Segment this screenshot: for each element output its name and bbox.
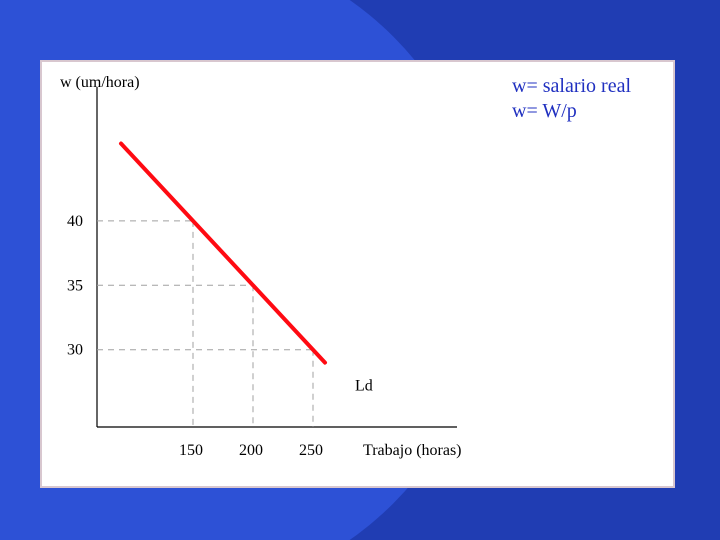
svg-text:w= salario real: w= salario real	[512, 75, 631, 97]
chart-panel: 30 35 40 150 200 250 Ld w (um/hora) Trabajo (hor…	[40, 60, 675, 488]
labor-demand-chart: 30 35 40 150 200 250 Ld w (um/hora) Trabajo (hor…	[42, 62, 673, 486]
svg-text:30: 30	[67, 342, 83, 359]
svg-text:35: 35	[67, 277, 83, 294]
svg-text:w= W/p: w= W/p	[512, 100, 577, 122]
svg-text:200: 200	[239, 442, 263, 459]
slide-root: 30 35 40 150 200 250 Ld w (um/hora) Trabajo (hor…	[0, 0, 720, 540]
svg-text:40: 40	[67, 213, 83, 230]
svg-text:250: 250	[299, 442, 323, 459]
svg-text:w (um/hora): w (um/hora)	[60, 74, 140, 91]
svg-text:Trabajo (horas): Trabajo (horas)	[363, 442, 462, 459]
svg-text:150: 150	[179, 442, 203, 459]
svg-text:Ld: Ld	[355, 378, 373, 395]
